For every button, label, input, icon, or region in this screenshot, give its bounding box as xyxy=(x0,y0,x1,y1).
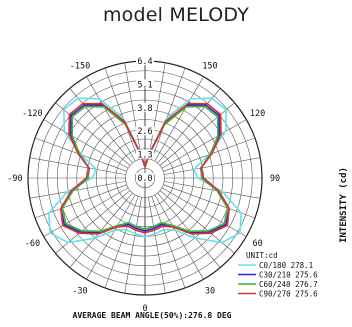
radial-tick-bg xyxy=(136,149,154,159)
radial-tick-bg xyxy=(136,173,154,182)
grid-spoke xyxy=(159,102,235,166)
series-line-3 xyxy=(61,105,229,232)
footer-beam-angle: AVERAGE BEAM ANGLE(50%):276.8 DEG xyxy=(73,311,232,320)
radial-tick-bg xyxy=(136,126,154,136)
angle-tick-label: 120 xyxy=(250,109,265,119)
radial-tick-label: 2.6 xyxy=(137,127,152,137)
grid-spoke xyxy=(161,119,247,169)
radial-tick-bg xyxy=(136,79,154,89)
legend-entry: C60/240 276.7 xyxy=(259,280,318,289)
legend-entry: C90/270 275.6 xyxy=(259,290,318,299)
angle-tick-label: -90 xyxy=(7,174,22,184)
angle-tick-label: -30 xyxy=(72,287,87,297)
grid-spoke xyxy=(148,197,166,294)
grid-spoke xyxy=(164,157,261,175)
grid-spoke xyxy=(55,102,131,166)
angle-tick-label: -60 xyxy=(25,239,40,249)
grid-spoke xyxy=(148,62,166,159)
angle-tick-label: -120 xyxy=(22,109,42,119)
legend-unit-label: UNIT:cd xyxy=(246,251,278,260)
legend-entry: C0/180 278.1 xyxy=(259,261,313,270)
grid-spoke xyxy=(151,196,186,289)
grid-spoke xyxy=(157,88,221,164)
legend-entry: C30/210 275.6 xyxy=(259,271,318,280)
grid-spoke xyxy=(161,187,247,237)
series-line-4 xyxy=(60,102,230,235)
grid-spoke xyxy=(29,181,126,199)
radial-tick-label: 6.4 xyxy=(137,57,152,67)
series-line-2 xyxy=(60,104,230,234)
angle-tick-label: 0 xyxy=(142,304,147,314)
radial-tick-bg xyxy=(136,56,154,65)
angle-tick-label: 90 xyxy=(270,174,280,184)
grid-spoke xyxy=(43,119,129,169)
angle-tick-label: 30 xyxy=(205,287,215,297)
angle-tick-label: -150 xyxy=(70,61,90,71)
angle-tick-label: 60 xyxy=(252,239,262,249)
grid-spoke xyxy=(104,196,139,289)
grid-spoke xyxy=(164,181,261,199)
grid-spoke xyxy=(151,67,186,160)
grid-spoke xyxy=(69,88,133,164)
grid-spoke xyxy=(154,76,204,162)
radial-tick-label: 3.8 xyxy=(137,104,152,114)
chart-title: model MELODY xyxy=(102,4,250,26)
radial-tick-label: 0.0 xyxy=(137,174,152,184)
grid-spoke xyxy=(154,194,204,280)
radial-tick-label: 1.3 xyxy=(137,151,152,161)
grid-spoke xyxy=(104,67,139,160)
radial-tick-bg xyxy=(136,102,154,112)
grid-spoke xyxy=(124,197,142,294)
grid-spoke xyxy=(29,157,126,175)
angle-tick-label: 150 xyxy=(202,61,217,71)
grid-spoke xyxy=(43,187,129,237)
radial-tick-label: 5.1 xyxy=(137,80,152,90)
grid-spoke xyxy=(124,62,142,159)
radial-axis-label: INTENSITY (cd) xyxy=(339,167,349,243)
series-line-1 xyxy=(48,97,242,244)
grid-spoke xyxy=(86,76,136,162)
grid-spoke xyxy=(86,194,136,280)
